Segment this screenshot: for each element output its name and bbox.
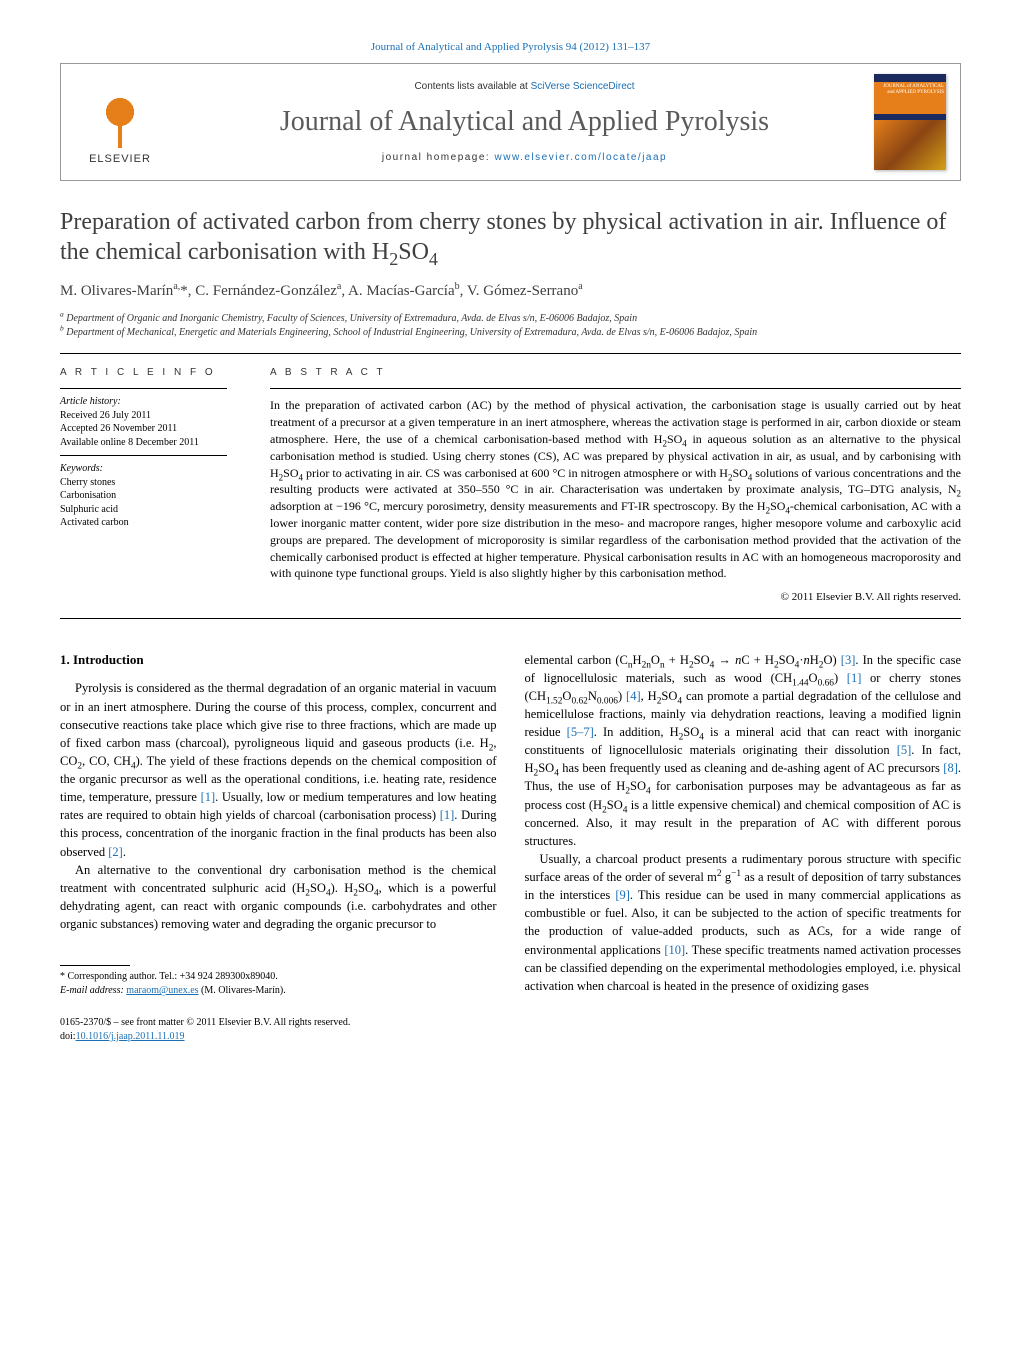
abstract-copyright: © 2011 Elsevier B.V. All rights reserved… [270, 590, 961, 605]
keyword-3: Activated carbon [60, 516, 246, 530]
body-column-left: 1. Introduction Pyrolysis is considered … [60, 651, 497, 1044]
journal-homepage: journal homepage: www.elsevier.com/locat… [185, 151, 864, 165]
page-footer: 0165-2370/$ – see front matter © 2011 El… [60, 1016, 497, 1043]
footer-frontmatter: 0165-2370/$ – see front matter © 2011 El… [60, 1016, 497, 1030]
journal-cover-art [874, 120, 946, 170]
abstract-column: A B S T R A C T In the preparation of ac… [270, 366, 961, 605]
affiliation-a: a Department of Organic and Inorganic Ch… [60, 312, 961, 326]
article-info-column: A R T I C L E I N F O Article history: R… [60, 366, 270, 605]
corr-email-line: E-mail address: maraom@unex.es (M. Oliva… [60, 984, 497, 998]
body-columns: 1. Introduction Pyrolysis is considered … [60, 651, 961, 1044]
intro-col2-p2: Usually, a charcoal product presents a r… [525, 850, 962, 995]
affiliations: a Department of Organic and Inorganic Ch… [60, 312, 961, 339]
journal-cover-thumbnail: JOURNAL of ANALYTICAL and APPLIED PYROLY… [874, 74, 946, 170]
intro-heading: 1. Introduction [60, 651, 497, 670]
elsevier-logo: ELSEVIER [75, 77, 165, 167]
corresponding-author-footer: * Corresponding author. Tel.: +34 924 28… [60, 961, 497, 998]
info-abstract-row: A R T I C L E I N F O Article history: R… [60, 366, 961, 605]
homepage-link[interactable]: www.elsevier.com/locate/jaap [495, 152, 668, 163]
keywords-label: Keywords: [60, 462, 246, 476]
contents-line: Contents lists available at SciVerse Sci… [185, 80, 864, 94]
intro-p1: Pyrolysis is considered as the thermal d… [60, 679, 497, 860]
contents-prefix: Contents lists available at [414, 81, 530, 92]
keyword-2: Sulphuric acid [60, 503, 246, 517]
citation-header: Journal of Analytical and Applied Pyroly… [60, 40, 961, 55]
rule-bottom [60, 618, 961, 619]
corr-line1: * Corresponding author. Tel.: +34 924 28… [60, 970, 497, 984]
article-info-heading: A R T I C L E I N F O [60, 366, 246, 380]
journal-title: Journal of Analytical and Applied Pyroly… [185, 102, 864, 141]
keyword-0: Cherry stones [60, 476, 246, 490]
history-received: Received 26 July 2011 [60, 409, 246, 423]
history-available: Available online 8 December 2011 [60, 436, 246, 450]
sciencedirect-link[interactable]: SciVerse ScienceDirect [531, 81, 635, 92]
abstract-heading: A B S T R A C T [270, 366, 961, 380]
intro-p2: An alternative to the conventional dry c… [60, 861, 497, 934]
abstract-text: In the preparation of activated carbon (… [270, 397, 961, 582]
journal-header-box: ELSEVIER Contents lists available at Sci… [60, 63, 961, 181]
corr-email-link[interactable]: maraom@unex.es [126, 985, 198, 996]
elsevier-tree-icon [90, 88, 150, 148]
body-column-right: elemental carbon (CnH2nOn + H2SO4 → nC +… [525, 651, 962, 1044]
journal-cover-band: JOURNAL of ANALYTICAL and APPLIED PYROLY… [874, 82, 946, 114]
intro-col2-p1: elemental carbon (CnH2nOn + H2SO4 → nC +… [525, 651, 962, 850]
publisher-name: ELSEVIER [89, 152, 151, 167]
header-center: Contents lists available at SciVerse Sci… [185, 80, 864, 165]
keyword-1: Carbonisation [60, 489, 246, 503]
history-accepted: Accepted 26 November 2011 [60, 422, 246, 436]
footer-doi: doi:10.1016/j.jaap.2011.11.019 [60, 1030, 497, 1044]
affiliation-b: b Department of Mechanical, Energetic an… [60, 326, 961, 340]
homepage-prefix: journal homepage: [382, 152, 495, 163]
authors-line: M. Olivares-Marína,*, C. Fernández-Gonzá… [60, 281, 961, 302]
history-label: Article history: [60, 395, 246, 409]
doi-link[interactable]: 10.1016/j.jaap.2011.11.019 [76, 1031, 185, 1042]
article-title: Preparation of activated carbon from che… [60, 207, 961, 267]
rule-top [60, 353, 961, 354]
